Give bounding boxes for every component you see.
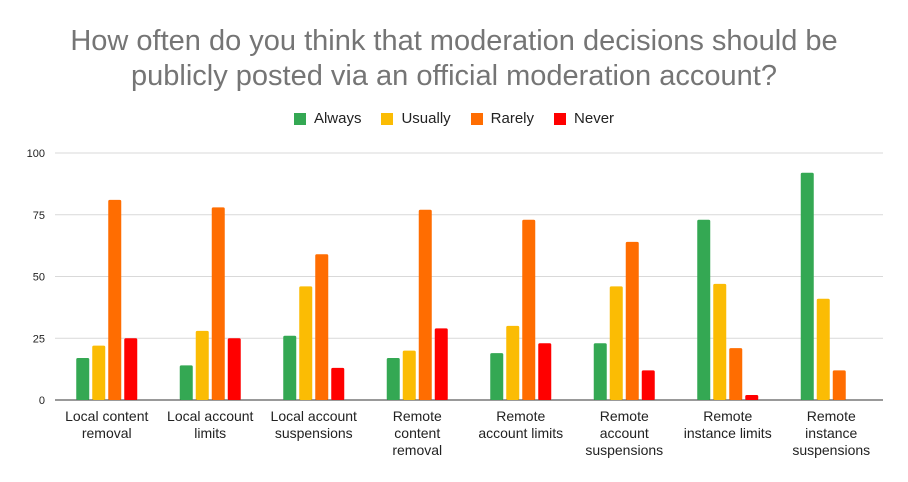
legend-swatch-always <box>293 112 306 125</box>
x-category-label: suspensions <box>585 442 663 458</box>
x-category-label: removal <box>392 442 442 458</box>
bar-rarely <box>211 207 225 400</box>
bar-always <box>179 365 193 400</box>
legend-item-never: Never <box>554 110 614 127</box>
legend-swatch-rarely <box>470 112 483 125</box>
chart-title-line-1: How often do you think that moderation d… <box>70 25 838 57</box>
bar-usually <box>506 325 520 400</box>
bar-always <box>800 172 814 400</box>
legend-swatch-usually <box>381 112 394 125</box>
bar-never <box>124 338 138 400</box>
y-tick-label: 25 <box>33 333 45 345</box>
x-category-label: Local content <box>65 408 148 424</box>
x-category-label: account <box>600 425 649 441</box>
chart-title: How often do you think that moderation d… <box>0 24 908 94</box>
x-category-label: content <box>394 425 440 441</box>
bar-usually <box>92 345 106 400</box>
x-category-label: limits <box>194 425 226 441</box>
bar-never <box>227 338 241 400</box>
bar-usually <box>299 286 313 400</box>
x-category-label: Remote <box>703 408 752 424</box>
x-category-label: Remote <box>393 408 442 424</box>
x-category-label: instance limits <box>684 425 772 441</box>
x-category-label: suspensions <box>792 442 870 458</box>
bar-usually <box>195 330 209 400</box>
bar-usually <box>402 350 416 400</box>
y-tick-label: 0 <box>39 395 45 407</box>
bar-always <box>490 353 504 400</box>
bar-always <box>697 219 711 400</box>
bar-rarely <box>625 241 639 400</box>
x-category-label: account limits <box>478 425 563 441</box>
legend-item-always: Always <box>293 110 362 127</box>
legend-label-usually: Usually <box>401 110 451 127</box>
legend-item-usually: Usually <box>381 110 451 127</box>
bar-usually <box>816 298 830 400</box>
x-category-label: Local account <box>271 408 358 424</box>
legend-swatch-never <box>554 112 567 125</box>
bar-never <box>434 328 448 400</box>
bar-always <box>76 358 90 400</box>
bar-never <box>745 395 759 400</box>
x-category-label: removal <box>82 425 132 441</box>
bar-never <box>641 370 655 400</box>
bar-usually <box>609 286 623 400</box>
y-tick-label: 50 <box>33 272 45 284</box>
y-tick-label: 100 <box>27 148 45 160</box>
bar-rarely <box>108 199 122 400</box>
chart-legend: Always Usually Rarely Never <box>0 110 908 127</box>
bar-never <box>331 367 345 400</box>
legend-label-rarely: Rarely <box>490 110 535 127</box>
x-category-label: Remote <box>807 408 856 424</box>
y-tick-label: 75 <box>33 210 45 222</box>
bar-rarely <box>832 370 846 400</box>
legend-label-never: Never <box>574 110 615 127</box>
x-category-label: suspensions <box>275 425 353 441</box>
bar-usually <box>713 283 727 400</box>
bar-rarely <box>522 219 536 400</box>
bar-rarely <box>418 209 432 400</box>
legend-label-always: Always <box>313 110 362 127</box>
x-category-label: Local account <box>167 408 254 424</box>
bar-never <box>538 343 552 400</box>
bar-always <box>386 358 400 400</box>
bar-rarely <box>315 254 329 400</box>
x-category-label: Remote <box>496 408 545 424</box>
chart-title-line-2: publicly posted via an official moderati… <box>131 60 777 92</box>
bar-always <box>593 343 607 400</box>
x-category-label: instance <box>805 425 857 441</box>
x-category-label: Remote <box>600 408 649 424</box>
bar-rarely <box>729 348 743 400</box>
legend-item-rarely: Rarely <box>470 110 535 127</box>
bar-always <box>283 335 297 400</box>
